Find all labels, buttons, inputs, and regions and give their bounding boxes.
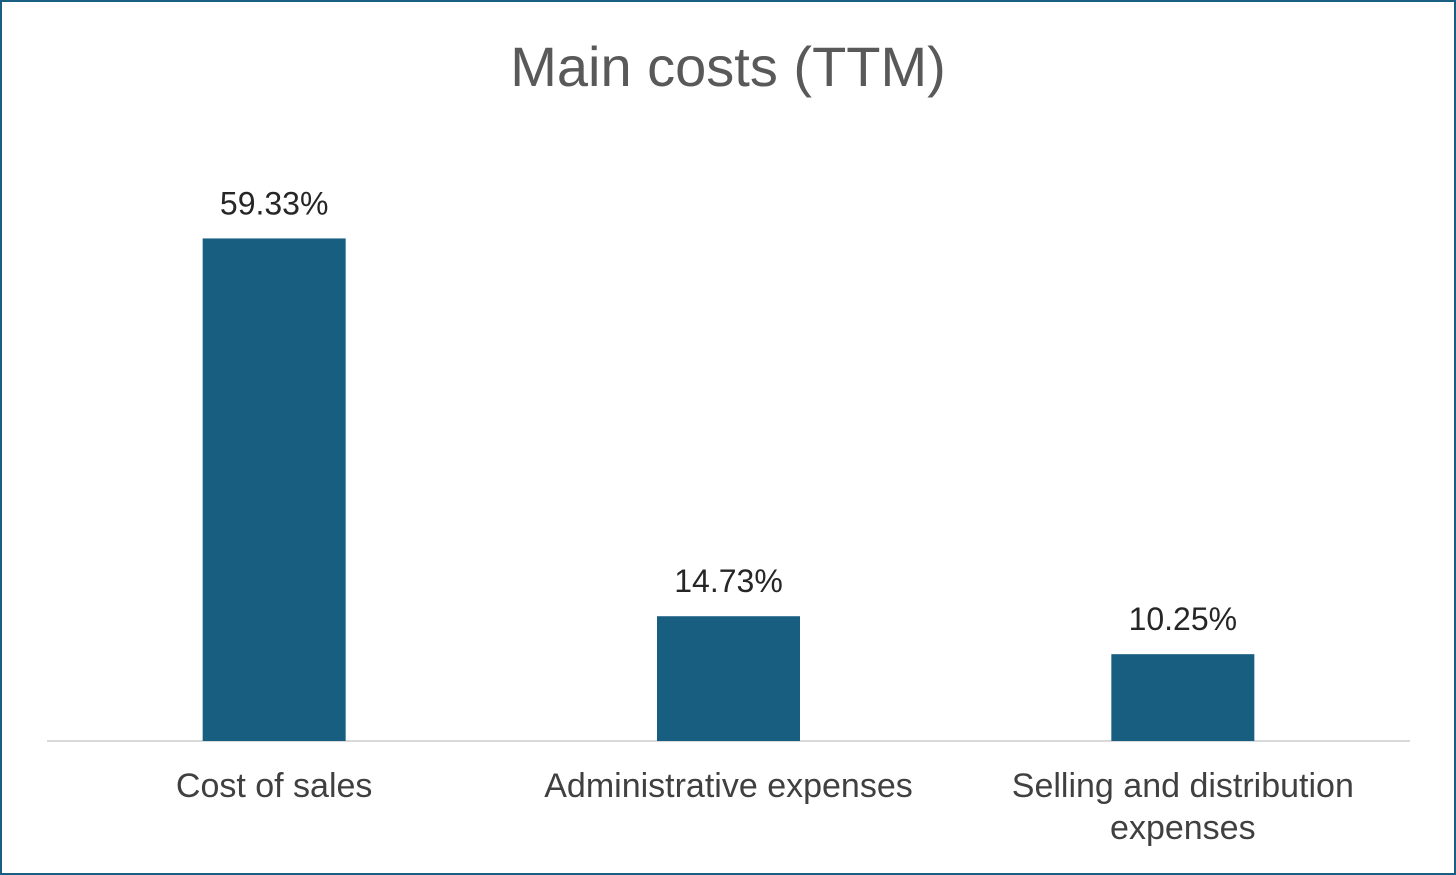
x-tick-label: expenses [1110, 809, 1256, 847]
x-tick-label: Selling and distribution [1012, 767, 1354, 805]
bar-value-label: 59.33% [220, 185, 329, 221]
bar [657, 616, 800, 741]
bar [1111, 654, 1255, 741]
bars [202, 238, 1255, 741]
chart-title: Main costs (TTM) [510, 35, 946, 98]
data-labels: 59.33% 14.73% 10.25% [220, 185, 1237, 637]
bar [202, 238, 346, 741]
bar-value-label: 14.73% [674, 563, 783, 599]
x-tick-label: Administrative expenses [544, 767, 913, 805]
bar-value-label: 10.25% [1129, 601, 1238, 637]
category-labels: Cost of sales Administrative expenses Sell… [176, 767, 1354, 847]
x-tick-label: Cost of sales [176, 767, 373, 805]
